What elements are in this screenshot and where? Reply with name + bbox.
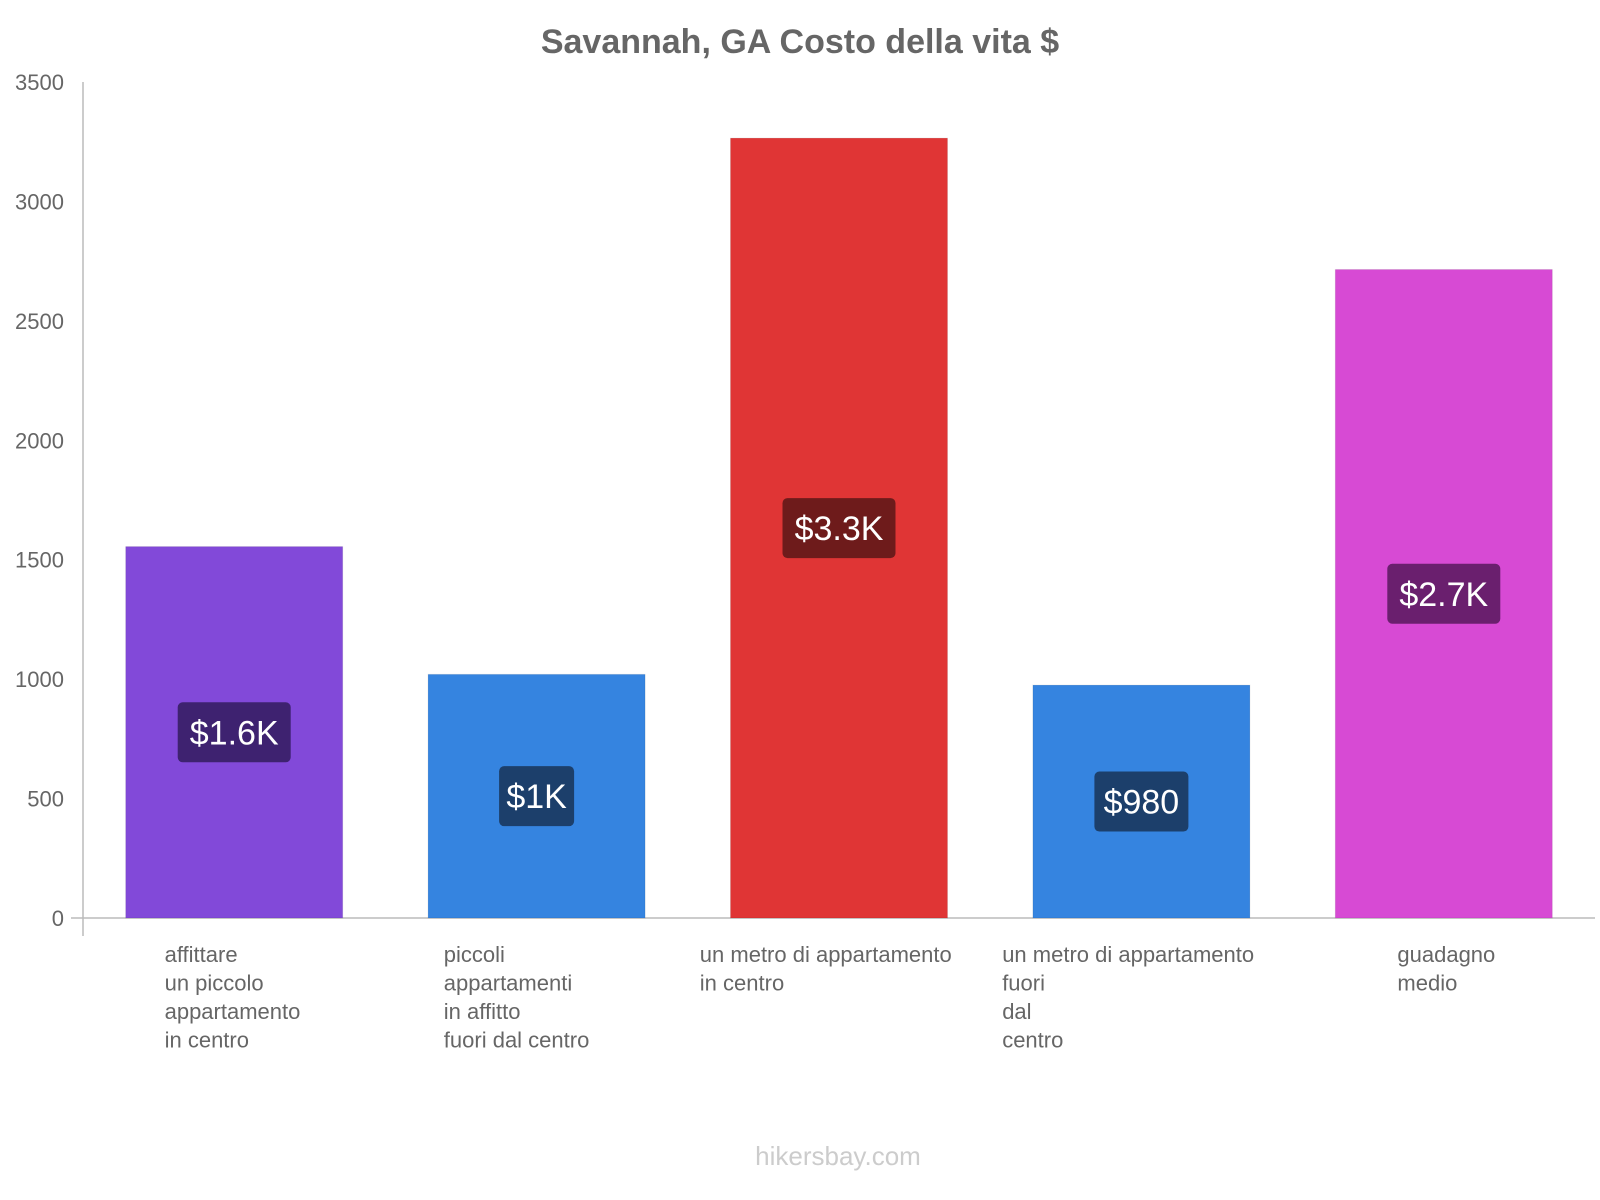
data-label: $980	[1094, 771, 1189, 832]
y-tick-label: 1000	[15, 667, 64, 692]
data-label: $1K	[499, 766, 575, 827]
x-tick-label: affittare un piccolo appartamento in centro	[165, 942, 301, 1053]
data-label-badge	[1094, 771, 1189, 832]
data-label-badge	[499, 766, 575, 827]
y-tick-label: 2500	[15, 309, 64, 334]
data-label-text: $3.3K	[795, 510, 884, 548]
footer-watermark: hikersbay.com	[755, 1141, 921, 1171]
x-tick-label: un metro di appartamento in centro	[700, 942, 952, 996]
data-labels: $1.6K $1K $3.3K $980 $2.7K	[177, 498, 1501, 832]
data-label: $2.7K	[1387, 563, 1501, 624]
y-tick-label: 3000	[15, 189, 64, 214]
data-label-badge	[1387, 563, 1501, 624]
y-tick-label: 3500	[15, 70, 64, 95]
data-label-badge	[177, 702, 291, 763]
data-label-text: $1K	[506, 778, 567, 816]
data-label: $1.6K	[177, 702, 291, 763]
data-label-text: $980	[1104, 784, 1180, 822]
y-tick-label: 0	[52, 906, 64, 931]
y-tick-label: 2000	[15, 428, 64, 453]
chart-title: Savannah, GA Costo della vita $	[541, 23, 1059, 61]
data-label-text: $2.7K	[1399, 576, 1488, 614]
x-tick-label: guadagno medio	[1397, 942, 1495, 996]
x-tick-label: un metro di appartamento fuori dal centro	[1002, 942, 1254, 1053]
data-label-badge	[782, 498, 896, 559]
data-label: $3.3K	[782, 498, 896, 559]
y-tick-label: 500	[27, 787, 64, 812]
x-tick-label: piccoli appartamenti in affitto fuori dal c…	[444, 942, 590, 1053]
x-axis-labels: affittare un piccolo appartamento in centro…	[165, 942, 1496, 1053]
data-label-text: $1.6K	[190, 714, 279, 752]
y-tick-label: 1500	[15, 548, 64, 573]
